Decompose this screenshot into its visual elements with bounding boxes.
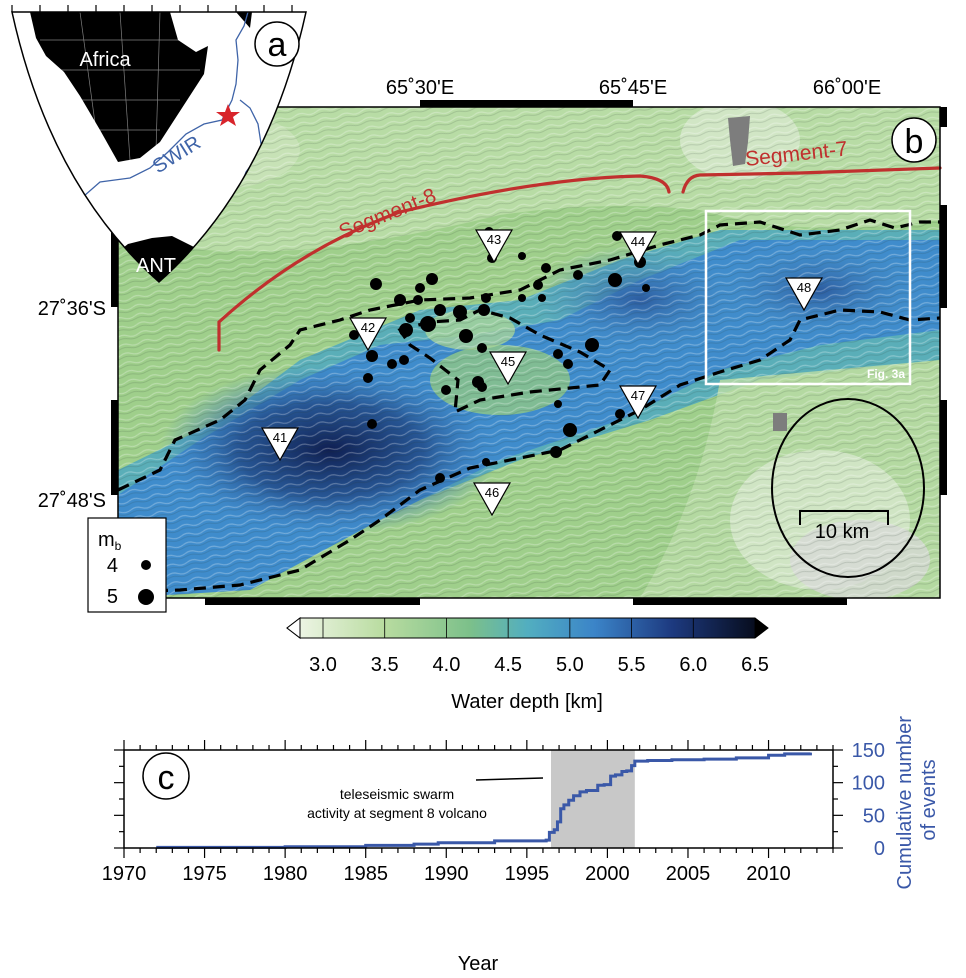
location-star-icon bbox=[216, 104, 240, 126]
cumulative-chart: 1970 1975 1980 1985 1990 1995 2000 2005 2010 0 50… bbox=[102, 711, 940, 975]
annotation-line-2: activity at segment 8 volcano bbox=[307, 805, 487, 821]
legend-subscript: b bbox=[115, 539, 122, 553]
annotation-leader bbox=[475, 777, 544, 781]
colorbar-tick-label: 4.5 bbox=[494, 654, 522, 676]
station-42-label: 42 bbox=[361, 320, 375, 335]
x-tick-label: 1970 bbox=[102, 863, 147, 885]
scale-bar-label: 10 km bbox=[815, 521, 869, 543]
panel-a-badge bbox=[254, 21, 300, 67]
x-tick-label: 2000 bbox=[585, 863, 630, 885]
cumulative-events-line bbox=[156, 752, 812, 849]
station-41-label: 41 bbox=[273, 430, 287, 445]
inset-frame bbox=[704, 209, 912, 386]
colorbar-tick-label: 4.0 bbox=[433, 654, 461, 676]
y-tick-label: 50 bbox=[863, 805, 885, 827]
colorbar-label: Water depth [km] bbox=[451, 691, 603, 713]
legend-title: m bbox=[98, 529, 115, 551]
swarm-shading bbox=[551, 750, 635, 848]
y-tick-label: 0 bbox=[874, 838, 885, 860]
obs-stations bbox=[260, 229, 824, 517]
x-tick-label: 1980 bbox=[263, 863, 308, 885]
colorbar-tick-label: 5.0 bbox=[556, 654, 584, 676]
colorbar: 3.0 3.5 4.0 4.5 5.0 5.5 6.0 6.5 Water depth [km… bbox=[286, 616, 769, 713]
colorbar-tick-label: 5.5 bbox=[618, 654, 646, 676]
y-axis: 0 50 100 150 bbox=[114, 740, 885, 860]
globe-inset: Africa SWIR ANT a bbox=[11, 5, 307, 284]
station-46-label: 46 bbox=[485, 485, 499, 500]
panel-a-letter: a bbox=[268, 26, 287, 64]
lon-tick-label: 65˚45'E bbox=[599, 77, 667, 99]
legend-large-label: 5 bbox=[107, 586, 118, 608]
station-44-label: 44 bbox=[631, 234, 645, 249]
lon-tick-label: 66˚00'E bbox=[813, 77, 881, 99]
panel-c-badge bbox=[142, 752, 190, 800]
x-tick-label: 1975 bbox=[182, 863, 227, 885]
legend-small-label: 4 bbox=[107, 555, 118, 577]
y-tick-label: 150 bbox=[852, 740, 885, 762]
panel-c-letter: c bbox=[158, 759, 175, 797]
antarctica-label: ANT bbox=[136, 255, 176, 277]
y-tick-label: 100 bbox=[852, 773, 885, 795]
svg-text:mb: mb bbox=[98, 529, 122, 553]
legend-small-dot bbox=[141, 560, 151, 570]
x-tick-label: 1990 bbox=[424, 863, 469, 885]
earthquake-epicentres bbox=[349, 227, 650, 483]
magnitude-legend: mb 4 5 bbox=[87, 517, 167, 613]
x-axis: 1970 1975 1980 1985 1990 1995 2000 2005 2010 bbox=[102, 740, 834, 885]
panel-b-badge bbox=[891, 117, 937, 163]
lon-tick-label: 65˚30'E bbox=[386, 77, 454, 99]
colorbar-tick-label: 3.5 bbox=[371, 654, 399, 676]
lat-tick-label: 27˚36'S bbox=[38, 298, 106, 320]
x-tick-label: 2005 bbox=[666, 863, 711, 885]
lat-tick-label: 27˚48'S bbox=[38, 490, 106, 512]
station-47-label: 47 bbox=[631, 388, 645, 403]
legend-large-dot bbox=[138, 589, 154, 605]
africa-shape bbox=[30, 12, 208, 162]
x-tick-label: 1985 bbox=[343, 863, 388, 885]
panel-b-letter: b bbox=[905, 123, 924, 161]
annotation-line-1: teleseismic swarm bbox=[340, 786, 454, 802]
station-43-label: 43 bbox=[487, 232, 501, 247]
x-tick-label: 1995 bbox=[505, 863, 550, 885]
colorbar-tick-label: 6.0 bbox=[679, 654, 707, 676]
scale-ellipse bbox=[771, 398, 925, 578]
x-axis-title: Year bbox=[458, 953, 499, 975]
y-axis-title: Cumulative number of events bbox=[894, 711, 940, 890]
ridge-line bbox=[60, 12, 249, 197]
colorbar-tick-label: 6.5 bbox=[741, 654, 769, 676]
x-tick-label: 2010 bbox=[746, 863, 791, 885]
scale-bar bbox=[799, 510, 889, 525]
chart-frame bbox=[123, 749, 834, 849]
inset-label: Fig. 3a bbox=[867, 367, 905, 381]
colorbar-ticks: 3.0 3.5 4.0 4.5 5.0 5.5 6.0 6.5 bbox=[309, 618, 769, 676]
colorbar-tick-label: 3.0 bbox=[309, 654, 337, 676]
station-48-label: 48 bbox=[797, 280, 811, 295]
africa-label: Africa bbox=[79, 49, 131, 71]
station-45-label: 45 bbox=[501, 354, 515, 369]
